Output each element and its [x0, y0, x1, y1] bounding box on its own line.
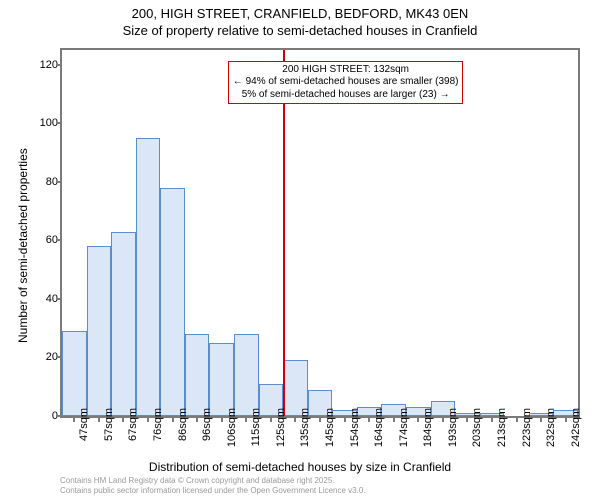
x-tick-label: 232sqm: [545, 408, 557, 458]
title-line-1: 200, HIGH STREET, CRANFIELD, BEDFORD, MK…: [0, 6, 600, 21]
x-tick-label: 115sqm: [250, 408, 262, 458]
x-tick-mark: [196, 418, 198, 422]
attribution-line-1: Contains HM Land Registry data © Crown c…: [60, 476, 366, 486]
x-tick-mark: [491, 418, 493, 422]
annotation-line-2: ← 94% of semi-detached houses are smalle…: [233, 76, 459, 89]
x-tick-label: 193sqm: [447, 408, 459, 458]
x-tick-label: 47sqm: [78, 408, 90, 458]
x-tick-mark: [466, 418, 468, 422]
x-tick-mark: [565, 418, 567, 422]
chart-title: 200, HIGH STREET, CRANFIELD, BEDFORD, MK…: [0, 6, 600, 38]
y-tick-label: 100: [8, 117, 58, 129]
x-tick-label: 223sqm: [521, 408, 533, 458]
x-tick-label: 106sqm: [226, 408, 238, 458]
x-tick-label: 164sqm: [373, 408, 385, 458]
histogram-bar: [234, 334, 259, 416]
x-tick-mark: [368, 418, 370, 422]
x-tick-mark: [147, 418, 149, 422]
x-tick-label: 86sqm: [177, 408, 189, 458]
x-tick-label: 213sqm: [496, 408, 508, 458]
plot-inner: 200 HIGH STREET: 132sqm← 94% of semi-det…: [62, 50, 578, 416]
y-tick-mark: [56, 298, 60, 300]
y-tick-mark: [56, 122, 60, 124]
x-tick-label: 125sqm: [275, 408, 287, 458]
histogram-bar: [160, 188, 185, 416]
x-tick-label: 184sqm: [422, 408, 434, 458]
y-axis-label: Number of semi-detached properties: [16, 148, 30, 343]
reference-line: [283, 50, 285, 416]
y-tick-mark: [56, 415, 60, 417]
x-tick-mark: [442, 418, 444, 422]
x-tick-label: 76sqm: [152, 408, 164, 458]
annotation-line-3: 5% of semi-detached houses are larger (2…: [233, 89, 459, 102]
x-tick-label: 145sqm: [324, 408, 336, 458]
x-tick-label: 96sqm: [201, 408, 213, 458]
histogram-bar: [111, 232, 136, 416]
histogram-bar: [136, 138, 161, 416]
x-tick-label: 135sqm: [299, 408, 311, 458]
histogram-bar: [185, 334, 210, 416]
x-tick-mark: [221, 418, 223, 422]
histogram-bar: [62, 331, 87, 416]
x-tick-mark: [122, 418, 124, 422]
x-tick-mark: [73, 418, 75, 422]
annotation-box: 200 HIGH STREET: 132sqm← 94% of semi-det…: [228, 61, 464, 105]
x-tick-label: 154sqm: [349, 408, 361, 458]
y-tick-label: 0: [8, 410, 58, 422]
x-tick-mark: [540, 418, 542, 422]
histogram-bar: [209, 343, 234, 416]
x-tick-label: 57sqm: [103, 408, 115, 458]
title-line-2: Size of property relative to semi-detach…: [0, 23, 600, 38]
x-tick-mark: [245, 418, 247, 422]
x-tick-mark: [98, 418, 100, 422]
chart-container: 200, HIGH STREET, CRANFIELD, BEDFORD, MK…: [0, 0, 600, 500]
x-tick-mark: [516, 418, 518, 422]
x-tick-mark: [417, 418, 419, 422]
x-tick-mark: [294, 418, 296, 422]
y-tick-mark: [56, 64, 60, 66]
x-tick-mark: [393, 418, 395, 422]
x-tick-label: 174sqm: [398, 408, 410, 458]
x-axis-label: Distribution of semi-detached houses by …: [0, 460, 600, 474]
x-tick-mark: [319, 418, 321, 422]
x-tick-label: 242sqm: [570, 408, 582, 458]
x-tick-mark: [270, 418, 272, 422]
x-tick-label: 203sqm: [471, 408, 483, 458]
y-tick-mark: [56, 239, 60, 241]
y-tick-mark: [56, 181, 60, 183]
attribution-line-2: Contains public sector information licen…: [60, 486, 366, 496]
annotation-line-1: 200 HIGH STREET: 132sqm: [233, 64, 459, 77]
y-tick-mark: [56, 356, 60, 358]
plot-area: 200 HIGH STREET: 132sqm← 94% of semi-det…: [60, 48, 580, 418]
y-tick-label: 20: [8, 351, 58, 363]
x-tick-mark: [344, 418, 346, 422]
y-tick-label: 120: [8, 59, 58, 71]
x-tick-label: 67sqm: [127, 408, 139, 458]
x-tick-mark: [172, 418, 174, 422]
attribution-text: Contains HM Land Registry data © Crown c…: [60, 476, 366, 495]
histogram-bar: [87, 246, 112, 416]
